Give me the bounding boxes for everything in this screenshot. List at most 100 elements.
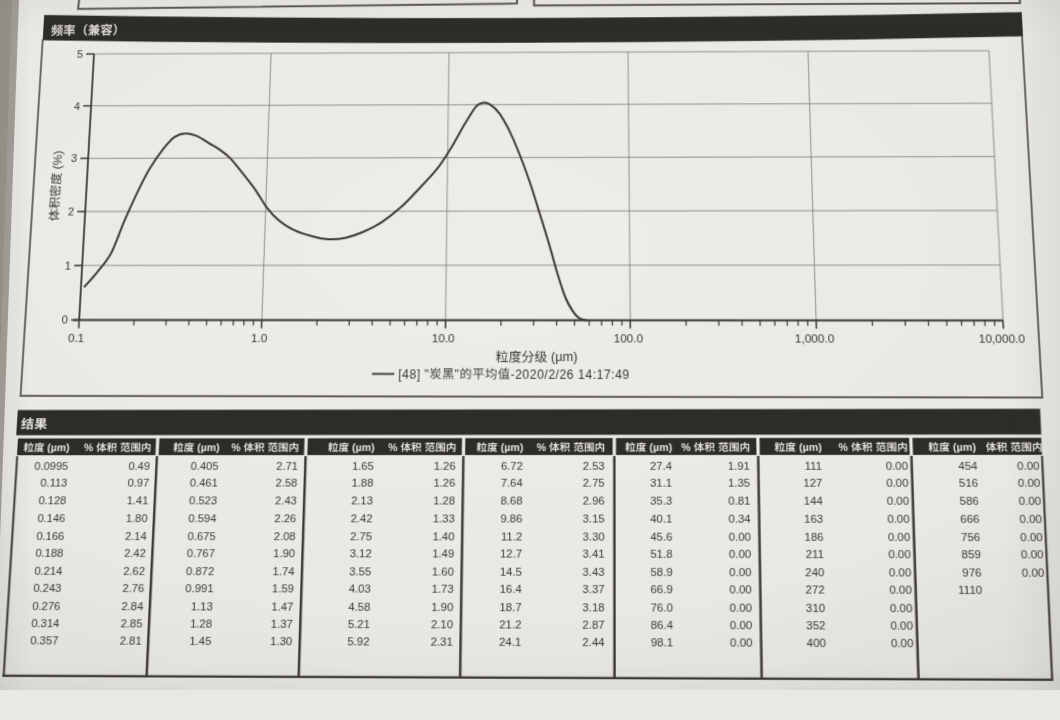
svg-text:1.88: 1.88 [351, 479, 373, 491]
svg-text:1110: 1110 [958, 585, 983, 597]
svg-text:0.00: 0.00 [1017, 461, 1040, 473]
svg-text:%: % [537, 442, 547, 454]
svg-text:(µm): (µm) [649, 442, 672, 454]
svg-text:2.71: 2.71 [276, 461, 298, 473]
svg-text:0.00: 0.00 [890, 621, 913, 633]
svg-text:0.594: 0.594 [188, 514, 217, 526]
svg-text:163: 163 [804, 514, 824, 526]
svg-text:66.9: 66.9 [651, 585, 674, 597]
svg-text:24.1: 24.1 [499, 637, 522, 649]
svg-text:0.461: 0.461 [190, 479, 219, 491]
svg-text:0.00: 0.00 [1019, 496, 1042, 508]
svg-text:45.6: 45.6 [650, 532, 673, 544]
svg-text:12.7: 12.7 [500, 549, 523, 561]
svg-text:2.75: 2.75 [583, 479, 605, 491]
svg-text:352: 352 [806, 620, 826, 632]
svg-text:240: 240 [805, 567, 825, 579]
svg-text:186: 186 [804, 532, 824, 544]
svg-text:%: % [84, 443, 94, 455]
svg-text:0.523: 0.523 [189, 496, 218, 508]
svg-text:1.26: 1.26 [434, 461, 456, 473]
svg-text:1.13: 1.13 [191, 601, 214, 613]
svg-text:14.5: 14.5 [500, 567, 523, 579]
svg-text:%: % [388, 443, 398, 455]
svg-text:0.00: 0.00 [887, 496, 910, 508]
svg-text:1.41: 1.41 [126, 496, 149, 508]
svg-text:2.75: 2.75 [350, 531, 373, 543]
svg-text:0.146: 0.146 [37, 513, 66, 525]
svg-text:0.00: 0.00 [730, 620, 753, 632]
svg-text:976: 976 [962, 567, 982, 579]
svg-text:3.41: 3.41 [582, 549, 605, 561]
svg-text:0.00: 0.00 [729, 585, 752, 597]
svg-text:0.00: 0.00 [730, 603, 753, 615]
svg-text:0.113: 0.113 [40, 479, 68, 491]
svg-text:1.26: 1.26 [433, 479, 455, 491]
svg-text:272: 272 [805, 585, 825, 597]
svg-text:3.43: 3.43 [582, 567, 605, 579]
svg-text:9.86: 9.86 [500, 514, 523, 526]
svg-text:7.64: 7.64 [501, 479, 523, 491]
svg-text:0.00: 0.00 [889, 585, 912, 597]
svg-text:(µm): (µm) [47, 443, 70, 455]
svg-text:454: 454 [958, 461, 978, 473]
svg-text:(µm): (µm) [197, 443, 220, 455]
svg-text:1.65: 1.65 [352, 461, 374, 473]
svg-text:2.76: 2.76 [122, 584, 145, 596]
svg-text:3.15: 3.15 [583, 514, 605, 526]
svg-text:144: 144 [804, 496, 824, 508]
svg-text:1.35: 1.35 [728, 479, 751, 491]
svg-text:0.405: 0.405 [190, 461, 219, 473]
svg-text:310: 310 [806, 603, 826, 615]
svg-text:1.74: 1.74 [272, 566, 295, 578]
svg-text:3.18: 3.18 [582, 602, 605, 614]
svg-text:0.49: 0.49 [128, 461, 151, 473]
svg-text:2.84: 2.84 [121, 601, 144, 613]
svg-text:(µm): (µm) [501, 442, 524, 454]
svg-text:2.10: 2.10 [431, 619, 454, 631]
svg-text:0.675: 0.675 [187, 531, 216, 543]
svg-text:(µm): (µm) [352, 443, 375, 455]
svg-text:0.00: 0.00 [886, 479, 909, 491]
svg-text:0.00: 0.00 [890, 603, 913, 615]
svg-text:1.60: 1.60 [432, 567, 455, 579]
svg-text:5.92: 5.92 [347, 637, 370, 649]
svg-text:0.276: 0.276 [32, 601, 61, 613]
svg-text:(µm): (µm) [953, 442, 976, 454]
svg-text:0.00: 0.00 [730, 638, 753, 650]
svg-text:211: 211 [806, 550, 825, 562]
svg-text:%: % [681, 442, 691, 454]
svg-text:27.4: 27.4 [650, 461, 672, 473]
svg-text:2.14: 2.14 [125, 531, 148, 543]
svg-text:2.42: 2.42 [124, 549, 147, 561]
svg-text:18.7: 18.7 [499, 602, 522, 614]
svg-text:0.00: 0.00 [729, 532, 752, 544]
svg-text:2.43: 2.43 [275, 496, 298, 508]
svg-text:2.96: 2.96 [583, 496, 605, 508]
svg-text:0.00: 0.00 [1019, 514, 1042, 526]
svg-text:0.128: 0.128 [38, 496, 67, 508]
svg-text:0.97: 0.97 [127, 479, 150, 491]
svg-text:0.314: 0.314 [31, 618, 60, 630]
svg-text:400: 400 [807, 638, 827, 650]
svg-text:2.53: 2.53 [583, 461, 605, 473]
svg-text:1.28: 1.28 [433, 496, 455, 508]
svg-text:5.21: 5.21 [348, 619, 371, 631]
svg-text:0.00: 0.00 [1020, 532, 1043, 544]
svg-text:2.44: 2.44 [582, 638, 605, 650]
svg-text:3.30: 3.30 [583, 532, 606, 544]
svg-text:4.03: 4.03 [349, 584, 372, 596]
svg-text:1.80: 1.80 [125, 514, 148, 526]
svg-text:(µm): (µm) [799, 442, 822, 454]
svg-text:111: 111 [805, 461, 823, 473]
svg-text:%: % [838, 442, 848, 454]
svg-text:666: 666 [960, 514, 980, 526]
svg-text:0.00: 0.00 [889, 567, 912, 579]
svg-text:2.26: 2.26 [274, 514, 297, 526]
svg-text:4.58: 4.58 [348, 602, 371, 614]
svg-text:3.12: 3.12 [350, 549, 373, 561]
svg-text:1.37: 1.37 [271, 619, 294, 631]
svg-text:0.00: 0.00 [729, 549, 752, 561]
svg-text:8.68: 8.68 [501, 496, 523, 508]
svg-text:127: 127 [803, 479, 823, 491]
